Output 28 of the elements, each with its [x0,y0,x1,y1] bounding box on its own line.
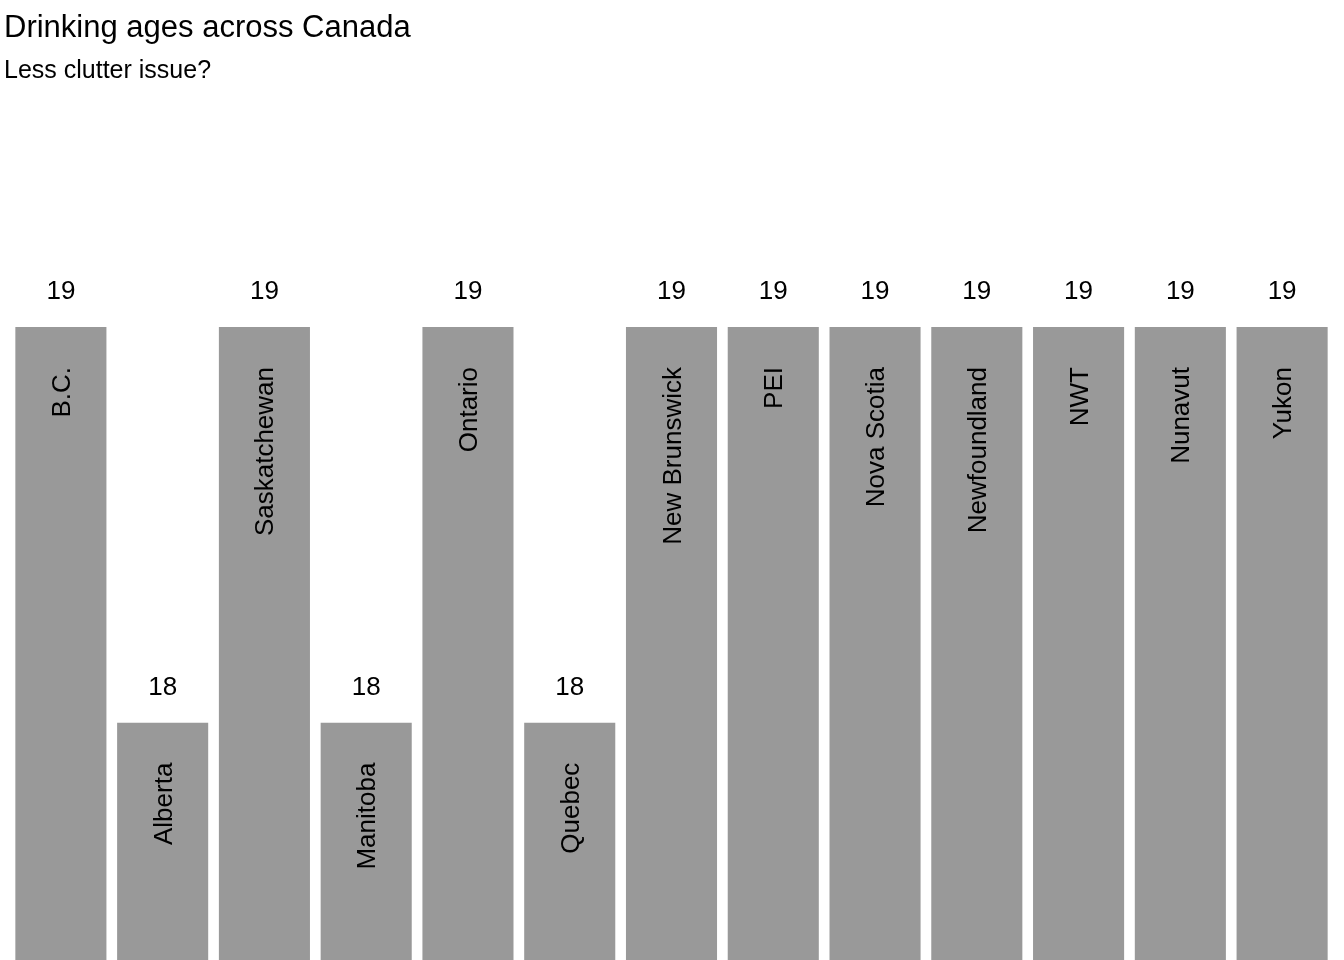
data-label: 19 [46,275,76,305]
data-label: 19 [758,275,788,305]
x-tick-label: NWT [1063,366,1094,427]
x-tick-label: Alberta [147,762,178,846]
chart-title: Drinking ages across Canada [4,9,412,44]
data-label: 19 [453,275,483,305]
data-label: 19 [1267,275,1297,305]
x-tick-label: Ontario [452,367,483,453]
data-label: 19 [962,275,992,305]
data-label: 18 [555,670,585,701]
x-tick-label: New Brunswick [656,366,687,545]
x-tick-label: Yukon [1267,367,1298,440]
x-tick-label: Quebec [554,762,585,854]
x-tick-label: Newfoundland [961,367,992,534]
x-tick-label: Nova Scotia [860,366,891,508]
data-label: 19 [657,275,686,305]
data-label: 18 [148,670,178,701]
data-label: 19 [860,275,890,305]
chart-subtitle: Less clutter issue? [4,54,212,83]
x-tick-label: B.C. [45,367,76,418]
data-label: 19 [1165,275,1195,305]
data-label: 19 [249,275,279,305]
x-tick-label: Manitoba [351,762,382,870]
x-tick-label: PEI [758,367,789,409]
x-tick-label: Nunavut [1165,366,1196,464]
data-label: 18 [351,670,381,701]
data-label: 19 [1064,275,1094,305]
x-tick-label: Saskatchewan [249,367,280,537]
